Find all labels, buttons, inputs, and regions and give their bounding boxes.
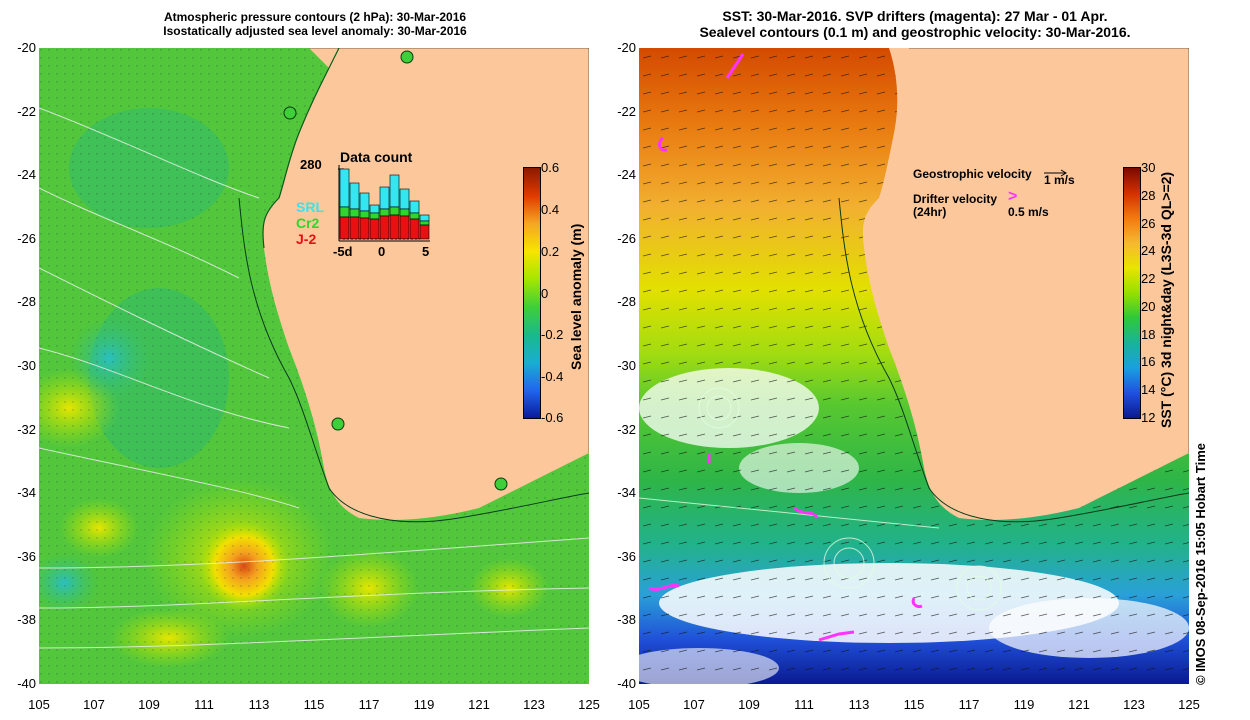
sst-tick: 20	[1141, 299, 1156, 314]
sla-tick: 0.4	[541, 202, 560, 217]
y-axis-tick-label: -28	[617, 294, 636, 310]
x-axis-tick-label: 109	[738, 697, 760, 712]
sst-tick: 16	[1141, 354, 1156, 369]
inset-legend-srl: SRL	[296, 199, 324, 215]
x-axis-tick-label: 113	[848, 697, 870, 712]
geo-velocity-arrow-icon	[1044, 169, 1067, 177]
y-axis-tick-label: -40	[17, 676, 36, 691]
y-axis-tick-label: -24	[17, 167, 36, 183]
sla-tick: 0.6	[541, 160, 560, 175]
sst-tick: 28	[1141, 188, 1156, 203]
y-axis-tick-label: -38	[17, 612, 36, 628]
geo-velocity-scale: 1 m/s	[1044, 173, 1075, 187]
geo-velocity-label: Geostrophic velocity	[913, 167, 1032, 181]
right-title-line2: Sealevel contours (0.1 m) and geostrophi…	[699, 24, 1131, 40]
left-title-line2: Isostatically adjusted sea level anomaly…	[163, 24, 467, 38]
x-axis-tick-label: 113	[248, 697, 270, 712]
x-axis-tick-label: 111	[794, 697, 814, 712]
y-axis-tick-label: -34	[617, 485, 636, 501]
sla-tick: 0	[541, 286, 549, 301]
x-axis-tick-label: 111	[194, 697, 214, 712]
inset-legend-cr2: Cr2	[296, 215, 320, 231]
y-axis-tick-label: -36	[617, 548, 636, 564]
x-axis-tick-label: 117	[958, 697, 980, 712]
sst-tick: 22	[1141, 271, 1156, 286]
sst-tick: 14	[1141, 382, 1156, 397]
x-axis-tick-label: 107	[83, 697, 105, 712]
sla-colorbar	[523, 167, 541, 419]
drifter-velocity-scale: 0.5 m/s	[1008, 205, 1049, 219]
y-axis-tick-label: -32	[617, 421, 636, 437]
y-axis-tick-label: -22	[17, 103, 36, 119]
x-axis-tick-label: 121	[1068, 697, 1090, 712]
sla-tick: -0.6	[541, 410, 564, 425]
x-axis-tick-label: 115	[903, 697, 925, 712]
right-panel-title: SST: 30-Mar-2016. SVP drifters (magenta)…	[640, 8, 1190, 40]
inset-xlabel-zero: 0	[378, 244, 386, 259]
sla-tick: -0.4	[541, 369, 564, 384]
y-axis-tick-label: -26	[17, 230, 36, 246]
sea-level-anomaly-map[interactable]	[39, 48, 589, 684]
sst-tick: 24	[1141, 243, 1156, 258]
x-axis-tick-label: 115	[303, 697, 325, 712]
x-axis-tick-label: 107	[683, 697, 705, 712]
y-axis-tick-label: -26	[617, 230, 636, 246]
y-axis-tick-label: -36	[17, 548, 36, 564]
left-title-line1: Atmospheric pressure contours (2 hPa): 3…	[163, 10, 467, 24]
sla-colorbar-label: Sea level anomaly (m)	[568, 223, 584, 370]
x-axis-tick-label: 123	[1123, 697, 1145, 712]
sst-tick: 18	[1141, 327, 1156, 342]
sla-tick: -0.2	[541, 327, 564, 342]
x-axis-tick-label: 105	[28, 697, 50, 712]
inset-legend-j2: J-2	[296, 231, 317, 247]
right-title-line1: SST: 30-Mar-2016. SVP drifters (magenta)…	[722, 8, 1108, 24]
sst-map-graphic	[639, 48, 1189, 684]
x-axis-tick-label: 125	[1178, 697, 1200, 712]
sst-colorbar-label: SST (°C) 3d night&day (L3S-3d QL>=2)	[1158, 171, 1174, 428]
left-panel-title: Atmospheric pressure contours (2 hPa): 3…	[40, 10, 590, 38]
y-axis-tick-label: -28	[17, 294, 36, 310]
y-axis-tick-label: -20	[17, 40, 36, 55]
y-axis-tick-label: -32	[17, 421, 36, 437]
sst-tick: 30	[1141, 160, 1156, 175]
x-axis-tick-label: 123	[523, 697, 545, 712]
drifter-velocity-sub: (24hr)	[913, 205, 947, 219]
x-axis-tick-label: 117	[358, 697, 380, 712]
sla-map-graphic	[39, 48, 589, 684]
x-axis-tick-label: 119	[1013, 697, 1035, 712]
drifter-velocity-label: Drifter velocity	[913, 192, 998, 206]
inset-title: Data count	[340, 149, 413, 165]
y-axis-tick-label: -30	[617, 358, 636, 373]
x-axis-tick-label: 119	[413, 697, 435, 712]
y-axis-tick-label: -24	[617, 167, 636, 183]
drifter-arrow-icon: >	[1008, 188, 1018, 205]
x-axis-tick-label: 125	[578, 697, 600, 712]
sla-tick: 0.2	[541, 244, 560, 259]
x-axis-tick-label: 121	[468, 697, 490, 712]
y-axis-tick-label: -22	[617, 103, 636, 119]
y-axis-tick-label: -20	[617, 40, 636, 55]
y-axis-tick-label: -30	[17, 358, 36, 373]
sst-tick: 26	[1141, 216, 1156, 231]
x-axis-tick-label: 105	[628, 697, 650, 712]
imos-credit: © IMOS 08-Sep-2016 15:05 Hobart Time	[1193, 443, 1208, 685]
x-axis-tick-label: 109	[138, 697, 160, 712]
sst-map[interactable]	[639, 48, 1189, 684]
y-axis-tick-label: -38	[617, 612, 636, 628]
sst-colorbar	[1123, 167, 1141, 419]
inset-xlabel-start: -5d	[333, 244, 353, 259]
sst-tick: 12	[1141, 410, 1156, 425]
inset-bar-graphic	[338, 165, 430, 242]
inset-xlabel-end: 5	[422, 244, 430, 259]
y-axis-tick-label: -34	[17, 485, 36, 501]
inset-max-count: 280	[300, 157, 322, 172]
y-axis-tick-label: -40	[617, 676, 636, 691]
